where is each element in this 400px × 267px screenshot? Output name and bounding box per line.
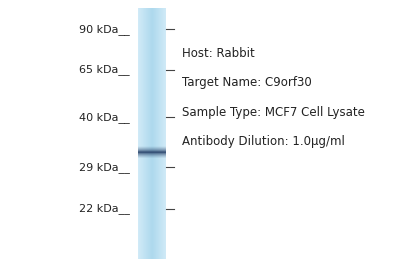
Text: Host: Rabbit: Host: Rabbit — [182, 47, 255, 60]
Text: Antibody Dilution: 1.0μg/ml: Antibody Dilution: 1.0μg/ml — [182, 135, 345, 148]
Text: 40 kDa__: 40 kDa__ — [79, 112, 130, 123]
Text: Sample Type: MCF7 Cell Lysate: Sample Type: MCF7 Cell Lysate — [182, 106, 365, 119]
Text: 29 kDa__: 29 kDa__ — [79, 162, 130, 173]
Text: Target Name: C9orf30: Target Name: C9orf30 — [182, 76, 312, 89]
Text: 90 kDa__: 90 kDa__ — [79, 24, 130, 35]
Text: 22 kDa__: 22 kDa__ — [79, 203, 130, 214]
Text: 65 kDa__: 65 kDa__ — [79, 64, 130, 75]
